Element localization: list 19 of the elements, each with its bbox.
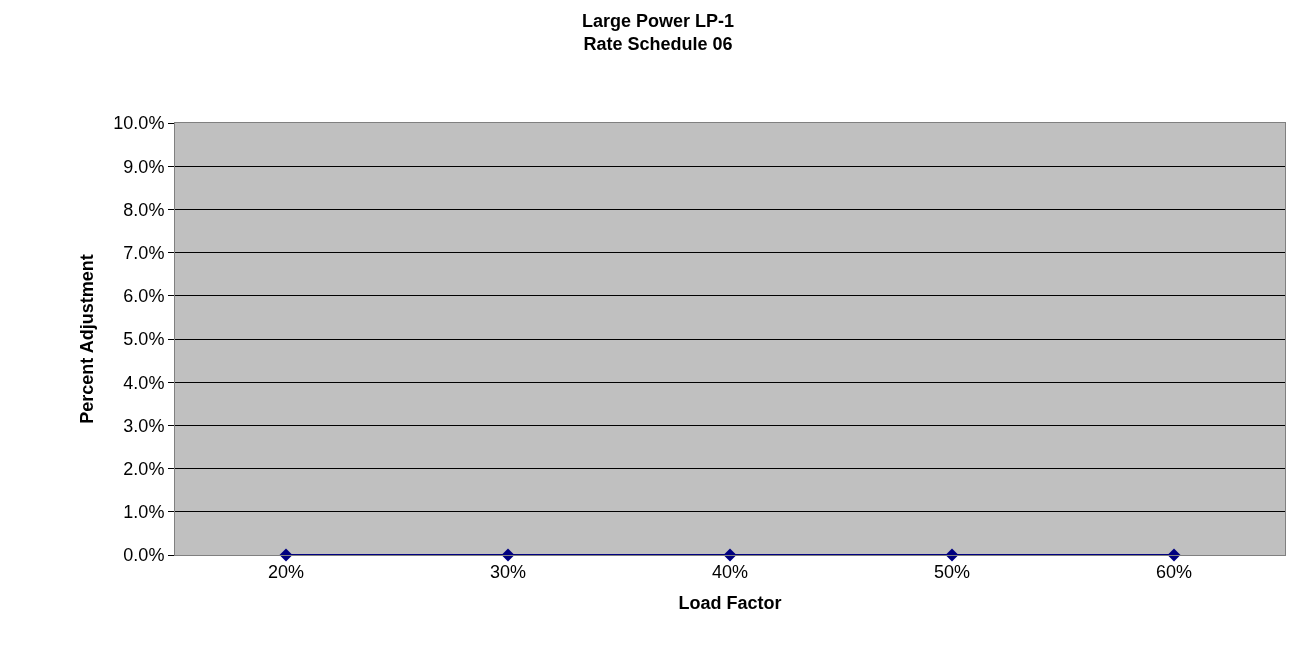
- y-tick-label: 5.0%: [123, 329, 165, 350]
- x-axis-title: Load Factor: [678, 592, 782, 613]
- chart-title: Large Power LP-1 Rate Schedule 06: [581, 10, 735, 55]
- x-tick-label: 50%: [933, 561, 971, 582]
- y-tick-label: 8.0%: [123, 199, 165, 220]
- y-tick-label: 2.0%: [123, 458, 165, 479]
- y-axis-title: Percent Adjustment: [76, 254, 97, 424]
- y-tick-label: 9.0%: [123, 156, 165, 177]
- y-tick-label: 7.0%: [123, 242, 165, 263]
- y-tick-label: 10.0%: [113, 113, 165, 134]
- y-tick-label: 6.0%: [123, 286, 165, 307]
- x-tick-label: 60%: [1155, 561, 1193, 582]
- y-tick-label: 4.0%: [123, 372, 165, 393]
- y-tick-label: 3.0%: [123, 415, 165, 436]
- x-tick-label: 40%: [711, 561, 749, 582]
- y-tick-label: 1.0%: [123, 502, 165, 523]
- x-tick-label: 30%: [489, 561, 527, 582]
- y-tick-label: 0.0%: [123, 545, 165, 566]
- x-tick-label: 20%: [267, 561, 305, 582]
